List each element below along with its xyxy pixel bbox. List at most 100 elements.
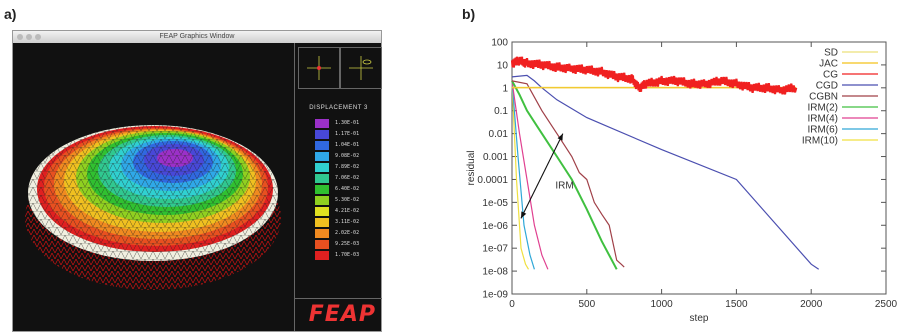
triangular-mesh-overlay bbox=[28, 125, 278, 261]
axis-view-box-2 bbox=[340, 47, 382, 89]
panel-b-label: b) bbox=[462, 6, 476, 22]
color-bar-value: 9.25E-03 bbox=[335, 241, 360, 247]
color-bar-swatch bbox=[315, 174, 329, 183]
color-bar-swatch bbox=[315, 163, 329, 172]
color-bar-value: 7.06E-02 bbox=[335, 175, 360, 181]
color-bar-swatch bbox=[315, 130, 329, 139]
color-bar-swatch bbox=[315, 251, 329, 260]
color-bar-entry: 1.17E-01 bbox=[315, 130, 375, 139]
series-layer bbox=[510, 56, 820, 270]
residual-chart: 100 10 1 0.1 0.01 0.001 0.0001 1e-05 1e-06 1e-07 1… bbox=[466, 38, 898, 325]
color-bar-swatch bbox=[315, 152, 329, 161]
series-line-cgd bbox=[511, 74, 820, 270]
feap-side-panel: DISPLACEMENT 3 1.30E-01 1.17E-01 1.04E-01 9… bbox=[294, 43, 382, 331]
color-bar-value: 6.40E-02 bbox=[335, 186, 360, 192]
legend-title: DISPLACEMENT 3 bbox=[309, 105, 368, 111]
legend-label: CG bbox=[823, 70, 838, 81]
annotation-layer: IRM bbox=[520, 133, 574, 219]
legend-label: IRM(6) bbox=[807, 125, 838, 136]
y-tick-label: 1e-05 bbox=[482, 198, 508, 209]
color-bar-entry: 1.30E-01 bbox=[315, 119, 375, 128]
x-axis-title: step bbox=[690, 313, 709, 324]
color-bar-entry: 5.30E-02 bbox=[315, 196, 375, 205]
color-bar-swatch bbox=[315, 229, 329, 238]
arrow-head bbox=[557, 133, 563, 141]
feap-titlebar[interactable]: FEAP Graphics Window bbox=[13, 31, 381, 43]
x-tick-label: 2500 bbox=[875, 299, 898, 310]
y-tick-label: 100 bbox=[491, 38, 508, 49]
color-bar-value: 3.11E-02 bbox=[335, 219, 360, 225]
color-bar-swatch bbox=[315, 196, 329, 205]
color-bar-value: 5.30E-02 bbox=[335, 197, 360, 203]
series-line-cg bbox=[510, 56, 798, 95]
color-bar-value: 4.21E-02 bbox=[335, 208, 360, 214]
color-bar-value: 7.89E-02 bbox=[335, 164, 360, 170]
x-axis-ticks: 0 500 1000 1500 2000 2500 bbox=[509, 42, 898, 310]
feap-window-title: FEAP Graphics Window bbox=[159, 33, 235, 40]
color-bar-value: 1.70E-03 bbox=[335, 252, 360, 258]
color-bar-entry: 7.89E-02 bbox=[315, 163, 375, 172]
color-bar-swatch bbox=[315, 185, 329, 194]
axis-view-box-1 bbox=[298, 47, 340, 89]
color-bar-swatch bbox=[315, 141, 329, 150]
legend-label: SD bbox=[824, 48, 838, 59]
axis-triad-icon bbox=[307, 56, 331, 80]
color-bar-swatch bbox=[315, 240, 329, 249]
irm-arrow-line bbox=[520, 133, 564, 219]
color-bar-value: 2.02E-02 bbox=[335, 230, 360, 236]
color-bar-swatch bbox=[315, 207, 329, 216]
color-bar-entry: 6.40E-02 bbox=[315, 185, 375, 194]
feap-graphics-window: FEAP Graphics Window bbox=[12, 30, 382, 332]
color-bar-swatch bbox=[315, 119, 329, 128]
panel-a-label: a) bbox=[4, 6, 17, 22]
y-tick-label: 0.01 bbox=[489, 129, 509, 140]
y-tick-label: 1e-09 bbox=[482, 290, 508, 301]
y-axis-ticks: 100 10 1 0.1 0.01 0.001 0.0001 1e-05 1e-06 1e-07 1… bbox=[477, 38, 886, 301]
legend-label: CGBN bbox=[809, 92, 838, 103]
window-minimize-icon[interactable] bbox=[26, 34, 32, 40]
x-tick-label: 2000 bbox=[800, 299, 823, 310]
color-bar-value: 9.08E-02 bbox=[335, 153, 360, 159]
x-tick-label: 1500 bbox=[725, 299, 748, 310]
color-bar-entry: 1.70E-03 bbox=[315, 251, 375, 260]
feap-logo: FEAP bbox=[308, 302, 376, 327]
series-line-irm4 bbox=[511, 80, 549, 270]
irm-annotation: IRM bbox=[555, 181, 573, 192]
legend-label: IRM(4) bbox=[807, 114, 838, 125]
color-bar-entry: 1.04E-01 bbox=[315, 141, 375, 150]
y-tick-label: 1e-06 bbox=[482, 221, 508, 232]
legend-label: IRM(10) bbox=[802, 136, 838, 147]
color-bar-entry: 3.11E-02 bbox=[315, 218, 375, 227]
series-line-irm6 bbox=[511, 80, 535, 270]
window-close-icon[interactable] bbox=[17, 34, 23, 40]
color-bar-swatch bbox=[315, 218, 329, 227]
legend-label: JAC bbox=[819, 59, 838, 70]
color-bar-entry: 9.25E-03 bbox=[315, 240, 375, 249]
displacement-dome-plot bbox=[25, 125, 281, 290]
color-bar-entry: 4.21E-02 bbox=[315, 207, 375, 216]
color-bar-entry: 9.08E-02 bbox=[315, 152, 375, 161]
y-tick-label: 0.001 bbox=[483, 152, 508, 163]
axis-triad-icon bbox=[349, 56, 373, 80]
legend-label: IRM(2) bbox=[807, 103, 838, 114]
x-tick-label: 1000 bbox=[650, 299, 673, 310]
y-tick-label: 10 bbox=[497, 60, 509, 71]
logo-divider bbox=[295, 298, 382, 299]
color-bar-value: 1.17E-01 bbox=[335, 131, 360, 137]
color-bar-value: 1.04E-01 bbox=[335, 142, 360, 148]
y-tick-label: 1 bbox=[502, 83, 508, 94]
color-bar-entry: 2.02E-02 bbox=[315, 229, 375, 238]
arrow-head bbox=[520, 211, 527, 219]
series-line-irm10 bbox=[511, 80, 530, 270]
y-tick-label: 0.1 bbox=[494, 106, 508, 117]
y-tick-label: 1e-08 bbox=[482, 267, 508, 278]
y-tick-label: 1e-07 bbox=[482, 244, 508, 255]
color-bar-entry: 7.06E-02 bbox=[315, 174, 375, 183]
series-line-cgbn bbox=[511, 80, 625, 268]
window-zoom-icon[interactable] bbox=[35, 34, 41, 40]
x-tick-label: 500 bbox=[578, 299, 595, 310]
legend-label: CGD bbox=[816, 81, 838, 92]
color-bar-value: 1.30E-01 bbox=[335, 120, 360, 126]
x-tick-label: 0 bbox=[509, 299, 515, 310]
